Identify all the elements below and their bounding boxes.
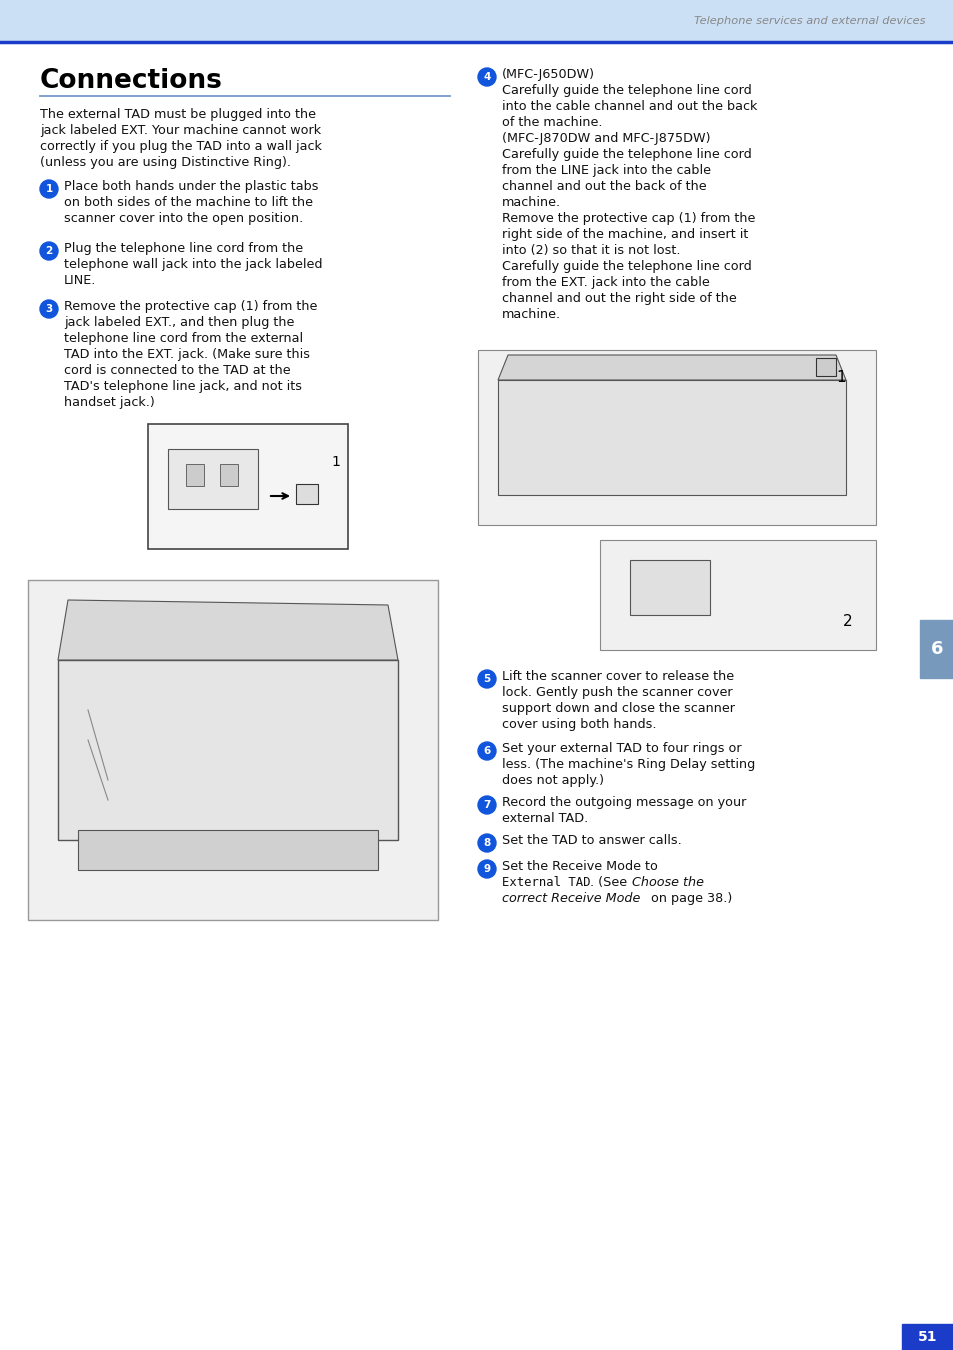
Text: 51: 51 — [918, 1330, 937, 1345]
Circle shape — [477, 860, 496, 878]
Text: 1: 1 — [46, 184, 52, 194]
Text: Set the Receive Mode to: Set the Receive Mode to — [501, 860, 658, 873]
Text: external TAD.: external TAD. — [501, 811, 588, 825]
Text: 2: 2 — [842, 614, 852, 629]
Text: Remove the protective cap (1) from the: Remove the protective cap (1) from the — [501, 212, 755, 225]
Text: correctly if you plug the TAD into a wall jack: correctly if you plug the TAD into a wal… — [40, 140, 321, 153]
Text: channel and out the back of the: channel and out the back of the — [501, 180, 706, 193]
Text: External TAD: External TAD — [501, 876, 590, 890]
Bar — [58, 660, 397, 840]
Text: correct Receive Mode: correct Receive Mode — [501, 892, 639, 904]
Text: right side of the machine, and insert it: right side of the machine, and insert it — [501, 228, 747, 242]
Text: cover using both hands.: cover using both hands. — [501, 718, 656, 730]
Text: Carefully guide the telephone line cord: Carefully guide the telephone line cord — [501, 84, 751, 97]
Text: machine.: machine. — [501, 308, 560, 321]
Text: 4: 4 — [483, 72, 490, 82]
Circle shape — [477, 743, 496, 760]
Text: LINE.: LINE. — [64, 274, 96, 288]
Text: jack labeled EXT. Your machine cannot work: jack labeled EXT. Your machine cannot wo… — [40, 124, 321, 136]
Text: on page 38.): on page 38.) — [646, 892, 732, 904]
Text: from the EXT. jack into the cable: from the EXT. jack into the cable — [501, 275, 709, 289]
Bar — [295, 485, 317, 504]
Circle shape — [40, 180, 58, 198]
Bar — [0, 0, 953, 42]
Text: less. (The machine's Ring Delay setting: less. (The machine's Ring Delay setting — [501, 757, 755, 771]
Circle shape — [477, 834, 496, 852]
Text: 1: 1 — [332, 455, 340, 468]
Text: (MFC-J870DW and MFC-J875DW): (MFC-J870DW and MFC-J875DW) — [501, 132, 710, 144]
Text: 1: 1 — [836, 370, 845, 386]
Text: Carefully guide the telephone line cord: Carefully guide the telephone line cord — [501, 261, 751, 273]
Bar — [919, 620, 953, 678]
Text: The external TAD must be plugged into the: The external TAD must be plugged into th… — [40, 108, 315, 122]
Text: from the LINE jack into the cable: from the LINE jack into the cable — [501, 163, 710, 177]
Text: Telephone services and external devices: Telephone services and external devices — [694, 16, 925, 26]
Bar — [78, 830, 377, 869]
Text: 6: 6 — [930, 640, 943, 657]
Text: scanner cover into the open position.: scanner cover into the open position. — [64, 212, 303, 225]
Bar — [815, 358, 835, 377]
Text: Plug the telephone line cord from the: Plug the telephone line cord from the — [64, 242, 303, 255]
Text: 6: 6 — [483, 747, 490, 756]
Polygon shape — [497, 355, 845, 379]
Circle shape — [477, 68, 496, 86]
Circle shape — [40, 242, 58, 261]
Text: 7: 7 — [483, 801, 490, 810]
Text: lock. Gently push the scanner cover: lock. Gently push the scanner cover — [501, 686, 732, 699]
Circle shape — [477, 796, 496, 814]
Circle shape — [477, 670, 496, 688]
Text: of the machine.: of the machine. — [501, 116, 602, 130]
Text: Set the TAD to answer calls.: Set the TAD to answer calls. — [501, 834, 681, 846]
Polygon shape — [58, 599, 397, 660]
Text: 8: 8 — [483, 838, 490, 848]
Bar — [599, 540, 875, 649]
Bar — [477, 350, 875, 525]
Text: (unless you are using Distinctive Ring).: (unless you are using Distinctive Ring). — [40, 157, 291, 169]
Text: 9: 9 — [483, 864, 490, 873]
Circle shape — [40, 300, 58, 319]
Text: TAD's telephone line jack, and not its: TAD's telephone line jack, and not its — [64, 379, 302, 393]
Text: Place both hands under the plastic tabs: Place both hands under the plastic tabs — [64, 180, 318, 193]
Text: 3: 3 — [46, 304, 52, 315]
Text: 5: 5 — [483, 674, 490, 684]
Text: Choose the: Choose the — [631, 876, 703, 890]
Bar — [28, 580, 437, 919]
Text: Record the outgoing message on your: Record the outgoing message on your — [501, 796, 745, 809]
Text: Set your external TAD to four rings or: Set your external TAD to four rings or — [501, 743, 740, 755]
Text: Connections: Connections — [40, 68, 223, 94]
Text: 2: 2 — [46, 246, 52, 256]
Bar — [186, 464, 204, 486]
Bar — [220, 464, 237, 486]
Text: on both sides of the machine to lift the: on both sides of the machine to lift the — [64, 196, 313, 209]
Text: . (See: . (See — [589, 876, 631, 890]
Text: into the cable channel and out the back: into the cable channel and out the back — [501, 100, 757, 113]
Bar — [168, 450, 257, 509]
Text: machine.: machine. — [501, 196, 560, 209]
Text: does not apply.): does not apply.) — [501, 774, 603, 787]
Text: telephone wall jack into the jack labeled: telephone wall jack into the jack labele… — [64, 258, 322, 271]
Text: Remove the protective cap (1) from the: Remove the protective cap (1) from the — [64, 300, 317, 313]
Text: channel and out the right side of the: channel and out the right side of the — [501, 292, 736, 305]
Text: into (2) so that it is not lost.: into (2) so that it is not lost. — [501, 244, 679, 256]
Bar — [629, 560, 709, 616]
Bar — [497, 379, 845, 495]
Text: TAD into the EXT. jack. (Make sure this: TAD into the EXT. jack. (Make sure this — [64, 348, 310, 360]
Bar — [148, 424, 348, 549]
Text: telephone line cord from the external: telephone line cord from the external — [64, 332, 303, 346]
Text: Carefully guide the telephone line cord: Carefully guide the telephone line cord — [501, 148, 751, 161]
Text: Lift the scanner cover to release the: Lift the scanner cover to release the — [501, 670, 734, 683]
Bar — [901, 1324, 953, 1350]
Text: cord is connected to the TAD at the: cord is connected to the TAD at the — [64, 364, 291, 377]
Text: (MFC-J650DW): (MFC-J650DW) — [501, 68, 595, 81]
Text: support down and close the scanner: support down and close the scanner — [501, 702, 734, 716]
Text: jack labeled EXT., and then plug the: jack labeled EXT., and then plug the — [64, 316, 294, 329]
Text: handset jack.): handset jack.) — [64, 396, 154, 409]
